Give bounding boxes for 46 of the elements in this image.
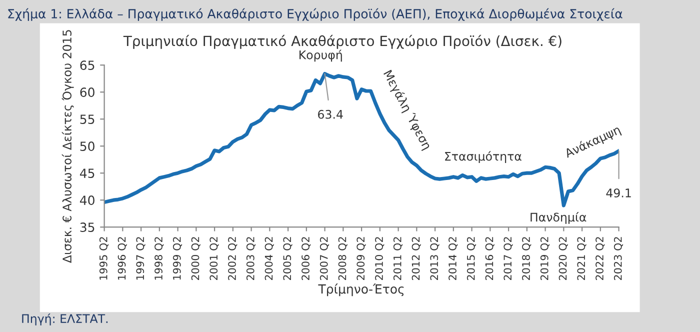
x-tick-label: 2016 Q2 — [485, 237, 494, 280]
x-tick-label: 2023 Q2 — [614, 237, 624, 280]
x-tick-label: 2009 Q2 — [356, 237, 366, 280]
y-tick-label: 50 — [80, 142, 94, 152]
text: Πηγή: ΕΛΣΤΑΤ. — [22, 313, 108, 326]
x-tick-label: 1997 Q2 — [136, 237, 146, 280]
y-tick-label: 35 — [80, 222, 94, 232]
chart-title: Σχήμα 1: Ελλάδα – Πραγματικό Ακαθάριστο Εγχώριο Προϊόν (ΑΕΠ), Εποχικά Διορθωμένα Στοιχεία — [8, 8, 622, 21]
x-tick-label: 2017 Q2 — [504, 237, 513, 280]
x-tick-label: 2011 Q2 — [393, 237, 403, 280]
annotation: 63.4 — [318, 110, 343, 119]
x-tick-label: 2010 Q2 — [375, 237, 384, 280]
annotation: 49.1 — [606, 188, 631, 198]
x-tick-label: 2014 Q2 — [448, 237, 458, 280]
x-tick-label: 2018 Q2 — [522, 237, 532, 280]
x-tick-label: 2005 Q2 — [283, 237, 292, 280]
y-tick-label: 55 — [80, 114, 94, 124]
x-tick-label: 2015 Q2 — [466, 237, 476, 280]
x-tick-label: 1999 Q2 — [172, 237, 182, 280]
y-tick-label: 65 — [80, 60, 94, 70]
x-tick-label: 2020 Q2 — [558, 237, 568, 280]
x-tick-label: 2006 Q2 — [302, 237, 311, 280]
x-tick-label: 2002 Q2 — [228, 237, 238, 280]
y-tick-label: 45 — [80, 168, 94, 178]
x-tick-label: 1998 Q2 — [154, 237, 164, 280]
y-tick-label: 60 — [80, 88, 94, 97]
x-axis-title: Τρίμηνο-Έτος — [318, 284, 404, 296]
x-tick-label: 2022 Q2 — [596, 237, 605, 280]
x-tick-label: 2000 Q2 — [191, 237, 200, 280]
annotation: Κορυφή — [300, 50, 342, 62]
x-tick-label: 2003 Q2 — [246, 237, 256, 280]
x-tick-label: 1995 Q2 — [99, 237, 109, 280]
annotation: Στασιμότητα — [445, 151, 522, 164]
x-tick-label: 2001 Q2 — [210, 237, 219, 280]
x-tick-label: 2013 Q2 — [430, 237, 440, 280]
chart-subtitle: Τριμηνιαίο Πραγματικό Ακαθάριστο Εγχώριο Προϊόν (Δισεκ. €) — [123, 34, 562, 49]
x-tick-label: 2004 Q2 — [264, 237, 274, 280]
x-tick-label: 2007 Q2 — [320, 237, 330, 280]
x-tick-label: 2012 Q2 — [412, 237, 421, 280]
y-tick-label: 40 — [80, 196, 94, 206]
annotation: Πανδημία — [530, 212, 586, 224]
y-axis-title: Δισεκ. € Αλυσωτοί Δείκτες Όγκου 2015 — [62, 30, 74, 263]
x-tick-label: 2019 Q2 — [540, 237, 550, 280]
x-tick-label: 2021 Q2 — [577, 237, 586, 280]
x-tick-label: 1996 Q2 — [118, 237, 127, 280]
x-tick-label: 2008 Q2 — [338, 237, 348, 280]
